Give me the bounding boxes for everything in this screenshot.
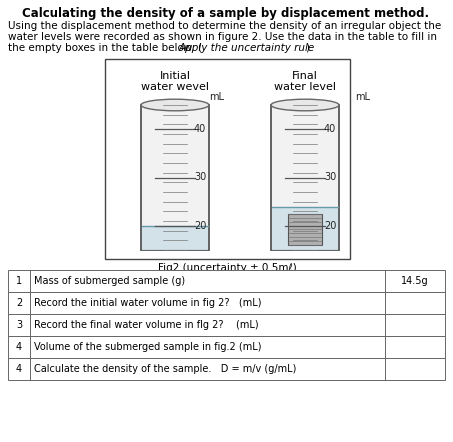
Text: Initial: Initial [159,71,191,81]
Text: Fig2 (uncertainty ± 0.5mℓ): Fig2 (uncertainty ± 0.5mℓ) [158,263,296,273]
Bar [288,214,322,245]
Text: water level: water level [274,82,336,92]
Text: 30: 30 [194,172,206,183]
Text: mL: mL [209,92,224,102]
Bar [142,226,208,250]
Text: Using the displacement method to determine the density of an irregular object th: Using the displacement method to determi… [8,21,441,31]
Text: 20: 20 [194,221,207,231]
Text: Mass of submerged sample (g): Mass of submerged sample (g) [34,276,185,286]
Text: Record the initial water volume in fig 2?   (mL): Record the initial water volume in fig 2… [34,298,261,308]
Text: 14.5g: 14.5g [401,276,429,286]
Text: 3: 3 [16,320,22,330]
Bar [105,59,350,259]
Ellipse shape [271,99,339,111]
Bar [8,270,445,292]
Text: 2: 2 [16,298,22,308]
Text: water wevel: water wevel [141,82,209,92]
Text: Calculating the density of a sample by displacement method.: Calculating the density of a sample by d… [23,7,429,20]
Bar [271,105,339,250]
Text: 4: 4 [16,342,22,352]
Ellipse shape [141,99,209,111]
Text: Calculate the density of the sample.   D = m/v (g/mL): Calculate the density of the sample. D =… [34,364,296,374]
Text: 4: 4 [16,364,22,374]
Text: 40: 40 [324,124,336,134]
Bar [8,358,445,380]
Text: water levels were recorded as shown in figure 2. Use the data in the table to fi: water levels were recorded as shown in f… [8,32,437,42]
Text: 30: 30 [324,172,336,183]
Bar [141,105,209,250]
Text: 40: 40 [194,124,206,134]
Bar [8,314,445,336]
Text: Apply the uncertainty rule: Apply the uncertainty rule [179,43,315,53]
Bar [8,292,445,314]
Bar [272,206,338,250]
Text: 20: 20 [324,221,337,231]
Bar [8,336,445,358]
Text: mL: mL [355,92,370,102]
Text: Volume of the submerged sample in fig.2 (mL): Volume of the submerged sample in fig.2 … [34,342,261,352]
Text: ): ) [305,43,309,53]
Text: Record the final water volume in flg 2?    (mL): Record the final water volume in flg 2? … [34,320,259,330]
Text: 1: 1 [16,276,22,286]
Text: the empty boxes in the table below. (: the empty boxes in the table below. ( [8,43,202,53]
Text: Final: Final [292,71,318,81]
